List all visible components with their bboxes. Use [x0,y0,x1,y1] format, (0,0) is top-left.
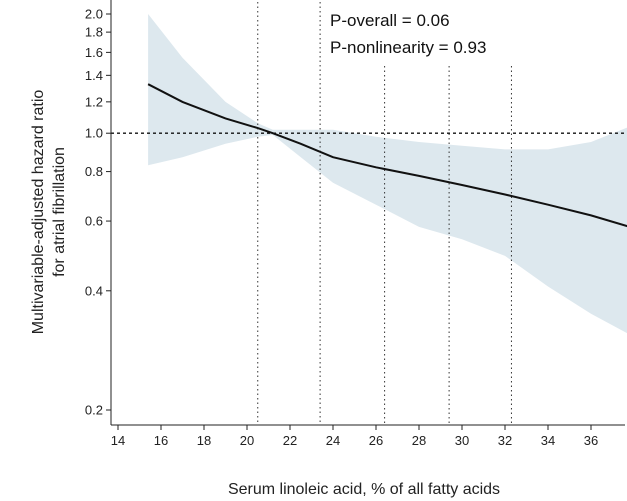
y-tick-label: 1.8 [85,25,103,40]
annotation-p-nonlinearity: P-nonlinearity = 0.93 [330,38,486,57]
x-tick-label: 34 [541,433,555,448]
y-tick-label: 1.6 [85,45,103,60]
y-tick-label: 0.8 [85,164,103,179]
y-tick-label: 0.2 [85,403,103,418]
x-tick-label: 20 [240,433,254,448]
y-axis-title-line2: for atrial fibrillation [51,147,68,277]
x-tick-label: 16 [154,433,168,448]
x-tick-label: 36 [584,433,598,448]
x-tick-label: 22 [283,433,297,448]
hazard-ratio-line [147,83,627,228]
x-tick-label: 26 [369,433,383,448]
annotation-p-overall: P-overall = 0.06 [330,11,450,30]
y-axis-title-line1: Multivariable-adjusted hazard ratio [30,90,47,335]
vertical-reference-lines [257,2,512,425]
y-tick-label: 2.0 [85,7,103,22]
confidence-band-layer [148,14,627,334]
x-tick-label: 28 [412,433,426,448]
tick-labels: 141618202224262830323436380.20.40.60.81.… [85,7,627,449]
confidence-band [148,14,627,334]
y-tick-label: 0.4 [85,283,103,298]
y-tick-label: 1.0 [85,126,103,141]
x-axis-title: Serum linoleic acid, % of all fatty acid… [228,481,500,498]
x-tick-label: 24 [326,433,340,448]
x-tick-label: 32 [498,433,512,448]
hazard-ratio-line-layer [147,83,627,228]
axes [106,0,625,430]
y-tick-label: 1.4 [85,68,103,83]
x-tick-label: 18 [197,433,211,448]
y-tick-label: 1.2 [85,94,103,109]
y-tick-label: 0.6 [85,214,103,229]
x-tick-label: 14 [111,433,125,448]
x-tick-label: 30 [455,433,469,448]
